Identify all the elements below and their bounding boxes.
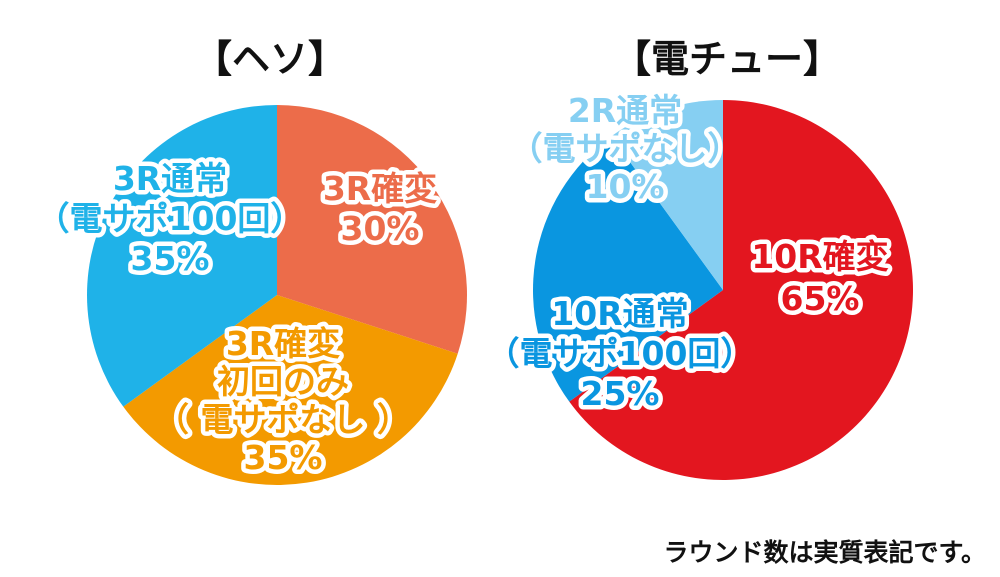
slice-label-outline: （電サポ100回） (37, 199, 304, 238)
slice-label: 35% (244, 438, 323, 477)
pie-slice (87, 105, 278, 407)
slice-label-outline: （電サポなし） (510, 129, 741, 168)
slice-label-outline: 30% (341, 209, 420, 248)
slice-label-outline: （電サポ100回） (487, 334, 754, 373)
slice-label: 35% (131, 239, 210, 278)
denchu-chart-title: 【電チュー】 (613, 37, 841, 81)
slice-label-outline: 10% (586, 167, 665, 206)
slice-label-outline: 35% (244, 438, 323, 477)
slice-label-outline: 10R確変 (751, 237, 888, 276)
slice-label-outline: 25% (581, 374, 660, 413)
heso-chart-title: 【ヘソ】 (194, 37, 346, 81)
slice-label: 10R通常 (551, 294, 688, 333)
slice-label: 3R通常 (113, 159, 227, 198)
slice-label-outline: 3R確変 (226, 324, 340, 363)
slice-label-outline: 初回のみ (217, 362, 349, 401)
slice-label: 3R確変 (226, 324, 340, 363)
footnote: ラウンド数は実質表記です。 (663, 538, 986, 567)
slice-label: 65% (781, 279, 860, 318)
slice-label: 3R確変 (323, 169, 437, 208)
slice-label: 25% (581, 374, 660, 413)
pie-slice (123, 295, 458, 485)
slice-label-outline: 10R通常 (551, 294, 688, 333)
slice-label-outline: 35% (131, 239, 210, 278)
slice-label: （電サポ100回） (487, 334, 754, 373)
slice-label: 初回のみ (217, 362, 349, 401)
pie-slice (277, 105, 467, 354)
slice-label-outline: （ 電サポなし ） (156, 400, 410, 439)
slice-label: 10% (586, 167, 665, 206)
pie-slice (533, 136, 723, 402)
slice-label: （ 電サポなし ） (156, 400, 410, 439)
slice-label: 2R通常 (568, 91, 682, 130)
slice-label-outline: 3R確変 (323, 169, 437, 208)
slice-label: （電サポ100回） (37, 199, 304, 238)
slice-label-outline: 65% (781, 279, 860, 318)
slice-label: 10R確変 (751, 237, 888, 276)
slice-label-outline: 3R通常 (113, 159, 227, 198)
denchu-pie: 10R確変10R確変65%65%10R通常10R通常（電サポ100回）（電サポ1… (482, 87, 913, 481)
pie-slice (569, 100, 913, 481)
slice-label: （電サポなし） (510, 129, 741, 168)
slice-label-outline: 2R通常 (568, 91, 682, 130)
pie-slice (611, 100, 723, 290)
slice-label: 30% (341, 209, 420, 248)
